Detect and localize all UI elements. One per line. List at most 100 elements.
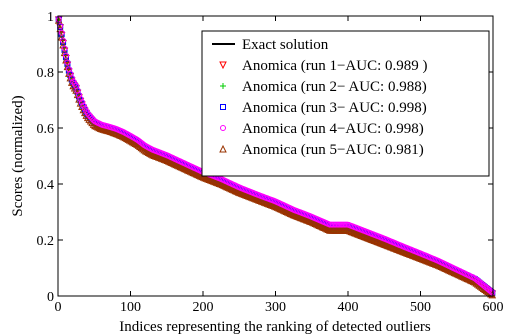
series-point [169, 159, 178, 167]
series-point [311, 219, 320, 227]
series-layer [54, 15, 497, 299]
series-4 [55, 16, 496, 296]
legend-marker-swatch [220, 104, 226, 110]
series-point [120, 132, 128, 141]
series-point [220, 181, 228, 189]
series-point [179, 163, 188, 172]
series-point [315, 221, 324, 229]
series-point [55, 16, 62, 23]
series-point [173, 161, 182, 169]
series-point [313, 220, 321, 228]
x-tick-label: 200 [193, 300, 214, 315]
series-point [68, 75, 75, 82]
series-point [78, 99, 85, 106]
series-point [320, 223, 328, 232]
series-point [227, 184, 236, 193]
series-point [127, 136, 136, 145]
series-point [443, 265, 452, 273]
legend-marker-swatch [220, 83, 226, 89]
series-point [276, 204, 285, 213]
series-point [226, 183, 234, 192]
x-tick-label: 0 [55, 300, 62, 315]
series-point [437, 262, 446, 271]
series-point [131, 139, 140, 148]
legend-marker-swatch [219, 144, 227, 153]
series-point [310, 218, 318, 227]
y-tick-label: 0 [47, 290, 54, 305]
series-point [318, 222, 327, 231]
x-tick-label: 300 [265, 300, 286, 315]
series-point [323, 224, 331, 233]
series-point [442, 264, 450, 273]
series-point [314, 220, 323, 229]
legend-item: Exact solution [212, 37, 329, 53]
series-point [192, 169, 201, 178]
series-point [94, 122, 102, 131]
x-tick-label: 400 [338, 300, 359, 315]
series-point [228, 185, 237, 193]
y-axis-label: Scores (normalized) [10, 95, 26, 216]
series-point [275, 203, 283, 212]
series-point [223, 182, 231, 191]
y-tick-label: 0.8 [37, 66, 55, 81]
series-point [186, 167, 195, 175]
series-point [224, 183, 233, 191]
series-point [165, 157, 173, 165]
legend-marker-swatch [220, 125, 226, 131]
series-point [230, 185, 238, 194]
series-point [183, 165, 192, 174]
series-point [182, 165, 191, 173]
series-point [439, 263, 447, 271]
series-point [282, 207, 291, 215]
series-point [434, 261, 443, 269]
legend-label: Anomica (run 3− AUC: 0.998) [242, 100, 427, 116]
legend-box [201, 30, 490, 177]
series-point [146, 149, 154, 157]
series-point [58, 29, 65, 36]
legend-item: Anomica (run 4−AUC: 0.998) [220, 121, 424, 137]
series-point [286, 209, 295, 217]
series-point [141, 146, 150, 155]
series-point [128, 137, 137, 146]
series-point [217, 179, 225, 188]
series-point [191, 169, 199, 177]
series-point [121, 133, 130, 142]
series-point [168, 158, 176, 167]
y-tick-label: 1 [47, 10, 54, 25]
series-point [181, 164, 189, 173]
legend: Exact solution Anomica (run 1−AUC: 0.989 … [201, 30, 490, 177]
series-point [77, 95, 84, 102]
series-point [124, 135, 133, 143]
legend-marker-swatch [219, 61, 227, 70]
series-point [185, 166, 194, 175]
series-point [166, 157, 175, 166]
series-point [144, 148, 153, 156]
series-point [231, 186, 240, 195]
series-point [64, 59, 71, 66]
y-tick-label: 0.2 [37, 234, 55, 249]
series-point [76, 91, 83, 98]
legend-label: Anomica (run 2− AUC: 0.988) [242, 79, 427, 95]
series-point [195, 171, 204, 179]
x-tick-label: 500 [410, 300, 431, 315]
series-point [91, 121, 99, 130]
series-point [125, 136, 134, 144]
series-point [60, 37, 67, 44]
series-point [279, 205, 288, 214]
series-point [86, 112, 93, 119]
series-point [139, 144, 147, 153]
series-point [84, 110, 91, 117]
series-point [133, 140, 141, 148]
series-point [284, 207, 292, 216]
series-point [489, 289, 496, 296]
series-point [176, 162, 185, 171]
x-tick-label: 100 [120, 300, 141, 315]
series-point [194, 170, 202, 179]
series-point [444, 265, 453, 274]
series-point [130, 138, 138, 147]
series-point [221, 181, 230, 190]
series-point [163, 156, 172, 165]
series-point [189, 168, 198, 177]
series-point [172, 160, 180, 169]
